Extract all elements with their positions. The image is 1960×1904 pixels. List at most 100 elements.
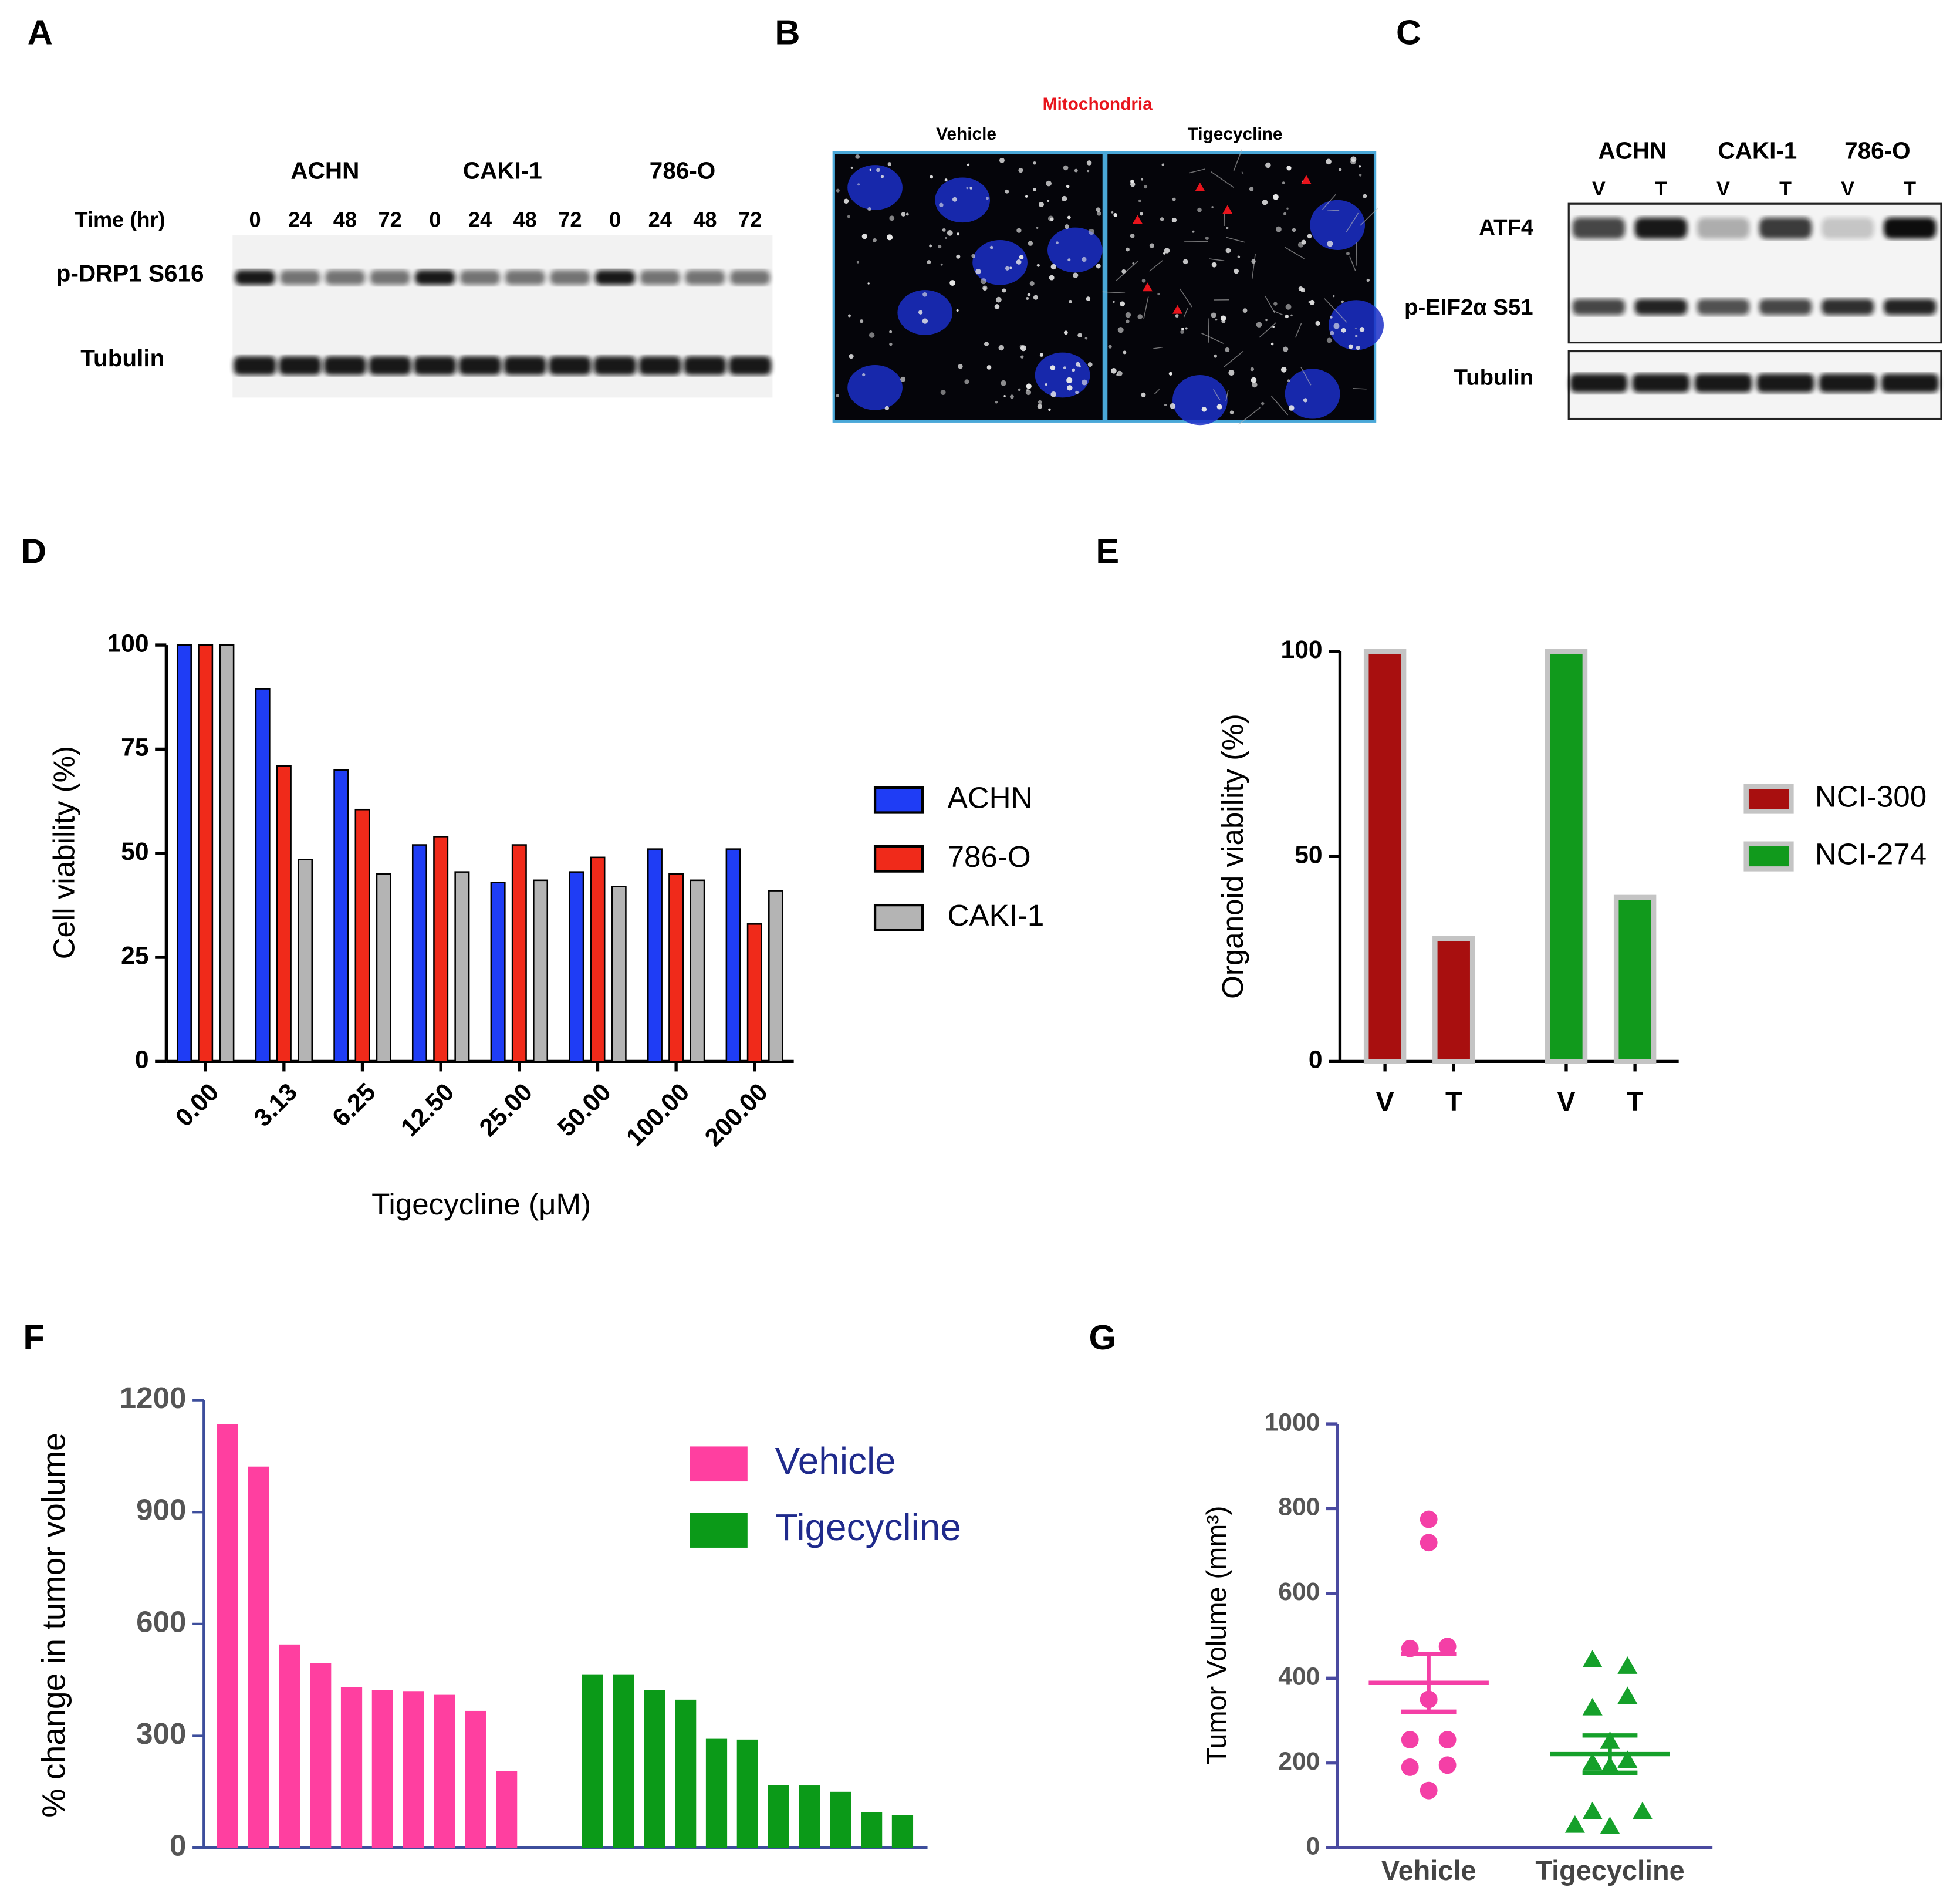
mito-dot [1172, 197, 1176, 201]
legend-label: CAKI-1 [948, 899, 1045, 932]
mito-dot [1359, 165, 1361, 168]
band [684, 356, 726, 376]
legend-label: NCI-300 [1815, 780, 1927, 813]
mito-dot [847, 215, 850, 218]
mito-dot [876, 168, 880, 173]
mito-dot [1298, 286, 1303, 291]
mito-dot [1171, 217, 1177, 223]
y-tick-label: 1000 [1265, 1408, 1320, 1436]
mito-dot [1333, 323, 1340, 329]
mito-dot [952, 197, 957, 202]
mito-dot [1286, 166, 1292, 171]
mito-filament [1300, 366, 1312, 386]
time-point: 48 [513, 208, 537, 232]
band [1759, 299, 1812, 315]
mito-dot [1205, 236, 1209, 240]
mito-dot [1130, 234, 1135, 238]
mito-dot [1063, 165, 1069, 171]
bar [371, 1690, 393, 1848]
mito-dot [1096, 211, 1101, 216]
mito-dot [1019, 255, 1024, 259]
mito-dot [957, 232, 960, 236]
mito-dot [873, 238, 877, 242]
mito-filament [1259, 322, 1276, 338]
mito-dot [964, 379, 969, 384]
panel-label: G [1089, 1318, 1116, 1357]
bar [248, 1466, 269, 1848]
lane-group-label: ACHN [290, 157, 359, 184]
band [505, 270, 545, 285]
time-point: 72 [738, 208, 762, 232]
mito-dot [1157, 292, 1160, 296]
mito-dot [1355, 335, 1358, 337]
mito-dot [848, 314, 851, 318]
mito-dot [1033, 161, 1036, 165]
condition-label: Tigecycline [1188, 124, 1283, 144]
bar [411, 844, 427, 1062]
y-axis-label: % change in tumor volume [36, 1433, 72, 1818]
mito-dot [1117, 327, 1124, 333]
mito-dot [1056, 241, 1059, 244]
mito-dot [1309, 299, 1315, 305]
mito-dot [1164, 403, 1167, 407]
nucleus [847, 165, 903, 210]
band [1632, 373, 1690, 393]
y-tick-label: 0 [170, 1829, 186, 1862]
point [1617, 1686, 1638, 1704]
point [1564, 1815, 1585, 1833]
mito-dot [1002, 288, 1006, 293]
time-point: 24 [648, 208, 672, 232]
mito-dot [986, 365, 992, 370]
band [1634, 299, 1688, 315]
x-tick-label: Tigecycline [1535, 1855, 1684, 1886]
mito-dot [1047, 215, 1054, 222]
bar [176, 644, 192, 1062]
mito-dot [1346, 252, 1350, 255]
time-label: Time (hr) [75, 208, 165, 232]
mito-dot [867, 207, 871, 211]
mito-dot [1283, 212, 1287, 216]
bar [675, 1699, 697, 1848]
band [728, 356, 772, 376]
band [1881, 373, 1939, 393]
mito-dot [1069, 299, 1072, 303]
band [503, 356, 546, 376]
mito-dot [922, 292, 927, 297]
mito-dot [1001, 380, 1006, 386]
mito-dot [1096, 264, 1101, 269]
band [370, 270, 410, 285]
y-tick-label: 200 [1278, 1747, 1320, 1775]
bar [376, 873, 391, 1062]
mito-dot [1039, 353, 1044, 357]
mito-dot [1356, 346, 1360, 350]
mito-dot [836, 188, 840, 193]
arrowhead [1301, 175, 1312, 184]
mito-dot [1108, 345, 1112, 349]
mito-dot [1330, 330, 1334, 336]
mito-dot [1048, 408, 1051, 411]
lane-group-label: 786-O [650, 157, 715, 184]
lane-label: T [1904, 178, 1916, 200]
nucleus [972, 239, 1028, 285]
bar [746, 923, 762, 1062]
bar [590, 856, 606, 1062]
mito-filament [1149, 260, 1163, 272]
mito-dot [1285, 314, 1289, 319]
mito-dot [1009, 394, 1014, 399]
mito-filament [1233, 149, 1242, 171]
mito-dot [1005, 266, 1010, 271]
bar [403, 1691, 424, 1848]
mito-dot [1126, 247, 1130, 252]
arrowhead [1195, 182, 1205, 191]
mito-dot [1251, 377, 1257, 383]
lane-group-label: ACHN [1598, 137, 1667, 164]
mito-dot [1292, 228, 1296, 232]
mito-dot [980, 278, 987, 285]
mito-dot [940, 263, 943, 266]
lane-group-label: CAKI-1 [1718, 137, 1797, 164]
mito-dot [1049, 275, 1055, 281]
band [1572, 217, 1626, 239]
x-tick-label: 3.13 [248, 1078, 303, 1132]
mito-dot [1326, 337, 1332, 343]
mito-filament [1153, 346, 1163, 349]
